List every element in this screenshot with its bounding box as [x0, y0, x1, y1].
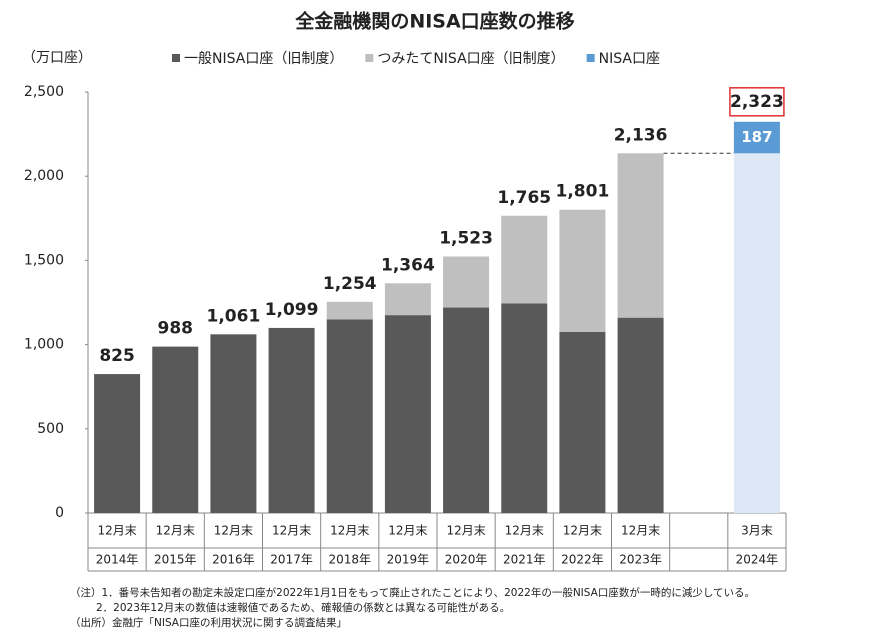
total-label: 988	[158, 319, 194, 339]
total-label: 1,254	[323, 274, 377, 294]
y-tick-label: 2,000	[24, 168, 64, 184]
x-tick-label: 2019年	[387, 553, 430, 567]
x-tick-label: 12月末	[330, 524, 369, 538]
y-tick-label: 1,000	[24, 337, 64, 353]
x-tick-label: 12月末	[214, 524, 253, 538]
bar-segment	[326, 301, 373, 320]
bar-segment	[210, 334, 257, 513]
total-label: 1,099	[265, 300, 319, 320]
legend-label: 一般NISA口座（旧制度）	[184, 51, 343, 67]
y-tick-label: 2,500	[24, 84, 64, 100]
bar-segment	[733, 121, 780, 154]
legend-swatch	[365, 54, 374, 62]
bar-segment	[443, 307, 490, 513]
y-tick-label: 0	[55, 505, 64, 521]
footnote: （注）1．番号未告知者の勘定未設定口座が2022年1月1日をもって廃止されたこと…	[70, 586, 755, 599]
total-label: 2,136	[614, 125, 668, 145]
x-tick-label: 12月末	[388, 524, 427, 538]
footnote: 2．2023年12月末の数値は速報値であるため、確報値の係数とは異なる可能性があ…	[96, 601, 510, 614]
segment-label: 187	[741, 128, 772, 146]
total-box	[729, 87, 785, 117]
x-tick-label: 2017年	[270, 553, 313, 567]
chart-title: 全金融機関のNISA口座数の推移	[294, 10, 574, 33]
legend-label: つみたてNISA口座（旧制度）	[377, 51, 564, 67]
x-tick-label: 12月末	[446, 524, 485, 538]
bar-segment	[384, 283, 431, 316]
x-tick-label: 12月末	[156, 524, 195, 538]
total-label: 1,801	[556, 182, 610, 202]
y-tick-label: 1,500	[24, 252, 64, 268]
bar-segment	[94, 374, 141, 513]
x-tick-label: 2021年	[503, 553, 546, 567]
x-tick-label: 2023年	[619, 553, 662, 567]
bar-segment	[501, 303, 548, 513]
x-tick-label: 2024年	[736, 553, 779, 567]
legend-swatch	[586, 54, 595, 62]
x-tick-label: 2014年	[96, 553, 139, 567]
x-tick-label: 12月末	[505, 524, 544, 538]
total-label: 1,523	[439, 229, 493, 249]
bar-segment	[268, 327, 315, 513]
footnote: （出所）金融庁「NISA口座の利用状況に関する調査結果」	[70, 616, 347, 629]
y-unit: （万口座）	[22, 50, 92, 66]
bar-segment	[559, 209, 606, 332]
bar-segment	[733, 153, 780, 513]
bar-segment	[617, 317, 664, 513]
x-tick-label: 12月末	[621, 524, 660, 538]
total-label: 1,364	[381, 255, 435, 275]
bar-segment	[152, 346, 199, 513]
bar-segment	[559, 331, 606, 513]
y-tick-label: 500	[37, 421, 64, 437]
x-tick-label: 3月末	[741, 524, 773, 538]
bar-segment	[617, 153, 664, 318]
x-tick-label: 2022年	[561, 553, 604, 567]
x-tick-label: 2018年	[328, 553, 371, 567]
legend-label: NISA口座	[599, 51, 660, 67]
total-label: 2,323	[730, 92, 784, 112]
total-label: 825	[99, 346, 135, 366]
total-label: 1,061	[207, 306, 261, 326]
x-tick-label: 12月末	[563, 524, 602, 538]
x-tick-label: 2016年	[212, 553, 255, 567]
total-label: 1,765	[497, 188, 551, 208]
x-tick-label: 2020年	[445, 553, 488, 567]
x-tick-label: 12月末	[97, 524, 136, 538]
x-tick-label: 12月末	[272, 524, 311, 538]
bar-segment	[501, 215, 548, 304]
legend-swatch	[172, 54, 180, 62]
bar-segment	[384, 315, 431, 513]
bar-segment	[443, 256, 490, 308]
x-tick-label: 2015年	[154, 553, 197, 567]
bar-segment	[326, 319, 373, 513]
